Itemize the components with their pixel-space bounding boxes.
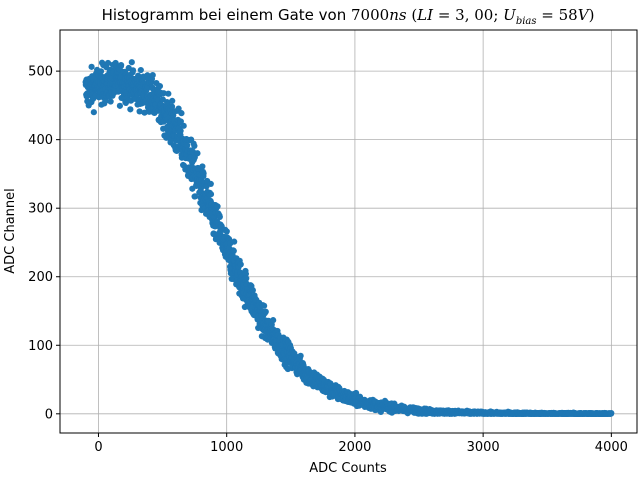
data-point	[149, 71, 156, 79]
x-axis-label: ADC Counts	[309, 461, 387, 476]
data-point	[90, 109, 97, 116]
data-point	[118, 62, 125, 69]
data-point	[136, 108, 143, 115]
y-tick-label: 300	[28, 202, 53, 217]
data-point	[270, 317, 277, 324]
data-point	[214, 203, 221, 210]
y-tick-label: 0	[45, 407, 53, 422]
y-tick-label: 400	[28, 133, 53, 148]
y-tick-label: 500	[28, 65, 53, 80]
data-point	[297, 352, 304, 359]
x-tick-label: 3000	[467, 440, 500, 455]
data-point	[88, 63, 95, 70]
data-point	[230, 247, 237, 255]
x-tick-label: 0	[94, 440, 102, 455]
data-point	[231, 238, 238, 245]
data-point	[242, 270, 249, 278]
data-point	[104, 59, 112, 67]
data-point	[169, 97, 176, 105]
data-point	[184, 142, 191, 149]
data-point	[608, 409, 615, 417]
data-point	[216, 213, 223, 221]
data-points	[82, 59, 615, 417]
data-point	[128, 59, 135, 66]
data-point	[137, 66, 144, 74]
data-point	[352, 389, 360, 397]
data-point	[223, 228, 230, 235]
data-point	[207, 180, 214, 187]
data-point	[156, 83, 164, 90]
data-point	[116, 102, 124, 109]
data-point	[191, 142, 198, 150]
data-point	[207, 191, 215, 198]
data-point	[237, 261, 244, 268]
data-point	[127, 106, 134, 113]
data-point	[191, 193, 199, 200]
data-point	[107, 98, 114, 105]
data-point	[177, 127, 184, 134]
chart-title: Histogramm bei einem Gate von 7000ns (LI…	[102, 6, 595, 27]
data-point	[165, 90, 172, 97]
x-tick-label: 1000	[210, 440, 243, 455]
data-point	[194, 150, 201, 157]
data-point	[177, 118, 184, 125]
data-point	[243, 275, 250, 282]
data-point	[102, 97, 109, 104]
data-point	[249, 287, 256, 294]
data-point	[129, 67, 137, 74]
x-tick-label: 4000	[595, 440, 628, 455]
axis-ticks: 0 1000 2000 3000 4000 0 100 200 300 400 500	[28, 65, 628, 455]
y-axis-label: ADC Channel	[3, 188, 18, 273]
x-tick-label: 2000	[338, 440, 371, 455]
data-point	[175, 105, 182, 112]
data-point	[168, 103, 176, 110]
data-point	[262, 308, 269, 315]
data-point	[180, 122, 187, 129]
plot-frame	[59, 29, 638, 434]
data-point	[261, 302, 268, 309]
data-point	[97, 68, 105, 75]
data-point	[199, 163, 206, 170]
y-tick-label: 100	[28, 339, 53, 354]
data-point	[200, 170, 207, 177]
data-point	[178, 110, 185, 117]
data-point	[160, 90, 167, 97]
y-tick-label: 200	[28, 270, 53, 285]
